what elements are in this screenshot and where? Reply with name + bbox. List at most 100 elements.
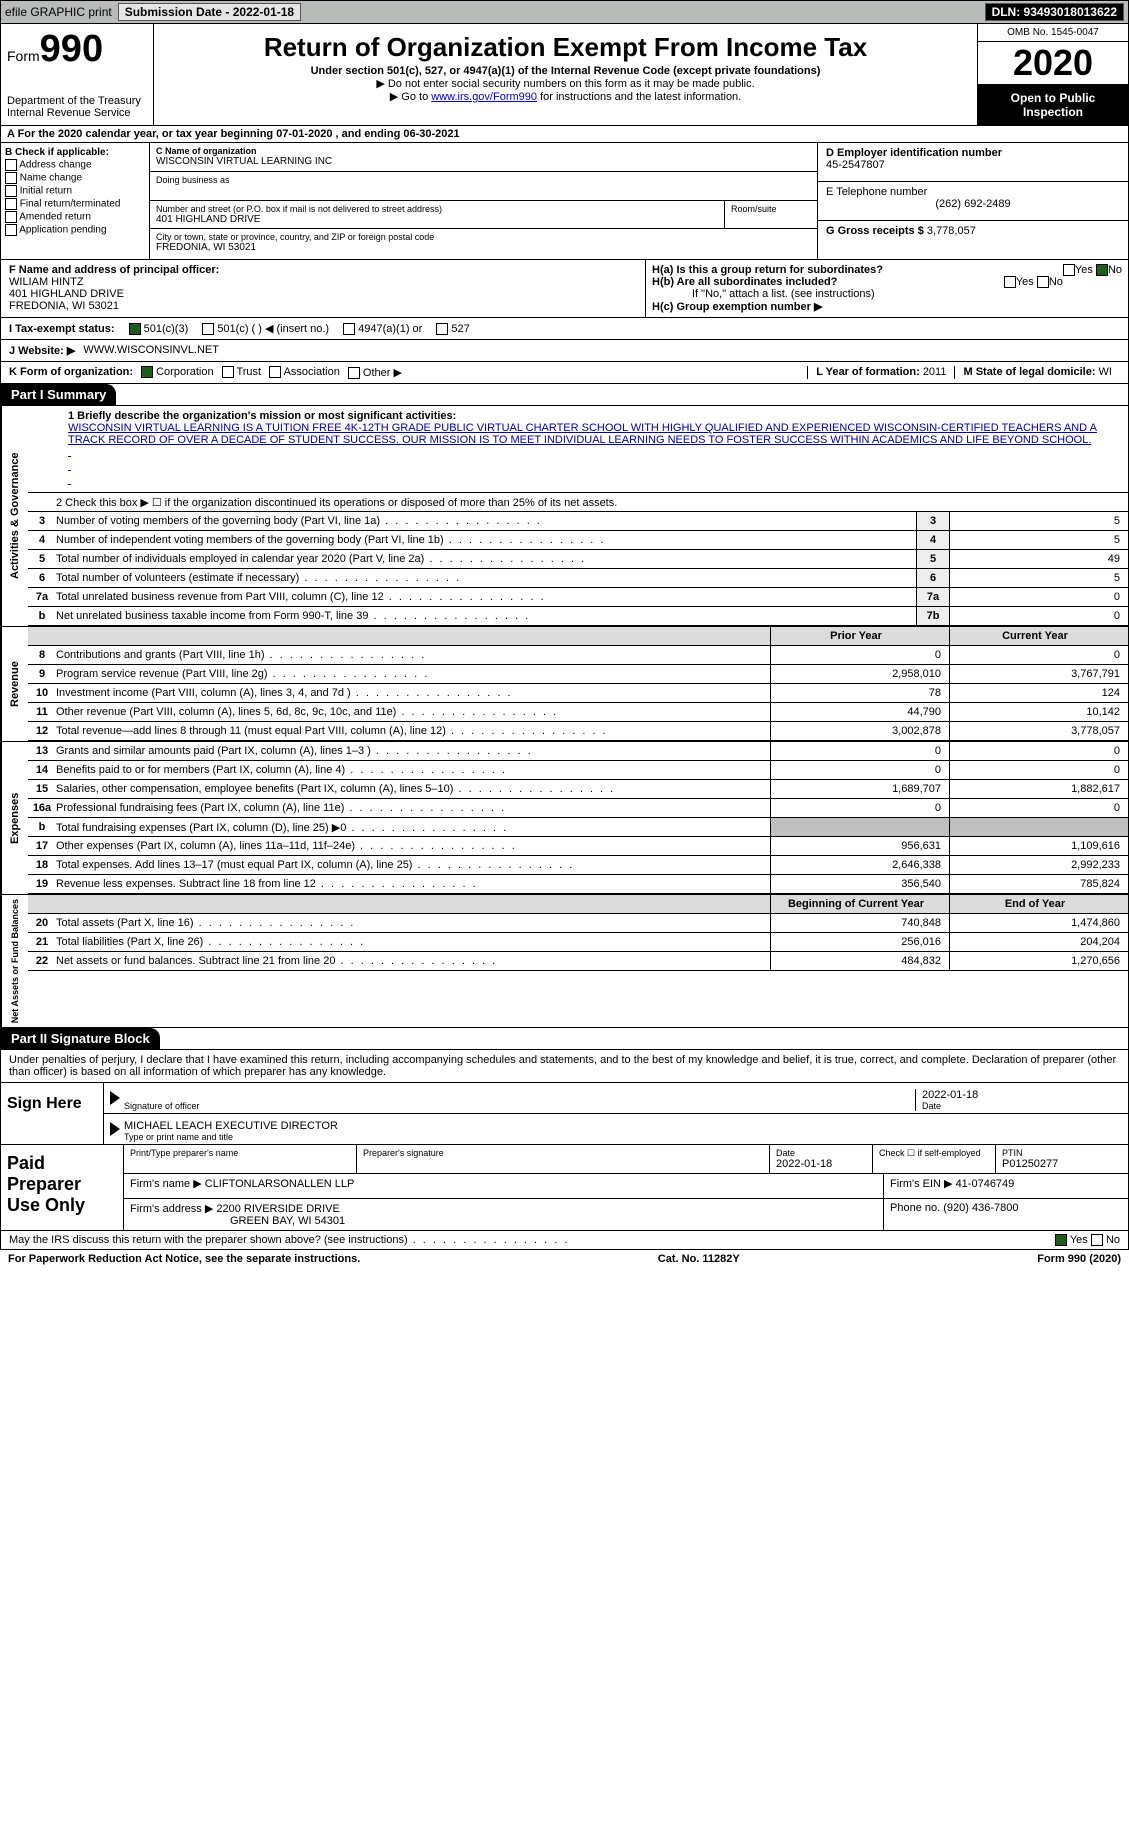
yes-label: Yes [1075, 264, 1093, 276]
cb-label: Application pending [19, 225, 106, 236]
line-no: 15 [28, 783, 56, 795]
summary-line: 17Other expenses (Part IX, column (A), l… [28, 837, 1128, 856]
line-text: Total liabilities (Part X, line 26) [56, 934, 770, 950]
prior-value: 2,646,338 [770, 856, 949, 874]
current-value: 204,204 [949, 933, 1128, 951]
firm-ein-label: Firm's EIN ▶ [890, 1178, 953, 1190]
line-no: 3 [28, 515, 56, 527]
line-value: 5 [949, 512, 1128, 530]
current-value: 3,778,057 [949, 722, 1128, 740]
instructions-link[interactable]: www.irs.gov/Form990 [431, 91, 537, 103]
cb-initial-return[interactable]: Initial return [5, 185, 145, 197]
hdr-prior: Prior Year [770, 627, 949, 645]
cb-other[interactable]: Other ▶ [348, 366, 402, 379]
vtab-expenses: Expenses [1, 742, 28, 894]
line-text: Professional fundraising fees (Part IX, … [56, 800, 770, 816]
line-no: 20 [28, 917, 56, 929]
summary-line: 16aProfessional fundraising fees (Part I… [28, 799, 1128, 818]
cb-label: Final return/terminated [20, 199, 121, 210]
current-value: 785,824 [949, 875, 1128, 893]
cb-final-return[interactable]: Final return/terminated [5, 198, 145, 210]
line-text: Total revenue—add lines 8 through 11 (mu… [56, 723, 770, 739]
line-text: Total unrelated business revenue from Pa… [56, 589, 916, 605]
prior-value: 484,832 [770, 952, 949, 970]
org-name-label: C Name of organization [156, 146, 811, 156]
discuss-no-cb[interactable] [1091, 1234, 1103, 1246]
phone-value: (262) 692-2489 [826, 198, 1120, 210]
summary-line: 20Total assets (Part X, line 16)740,8481… [28, 914, 1128, 933]
current-value: 1,474,860 [949, 914, 1128, 932]
perjury-declaration: Under penalties of perjury, I declare th… [1, 1050, 1128, 1082]
cb-amended-return[interactable]: Amended return [5, 211, 145, 223]
opt-label: 527 [451, 323, 469, 335]
signature-block: Under penalties of perjury, I declare th… [0, 1050, 1129, 1145]
line-no: b [28, 610, 56, 622]
line-1-label: 1 Briefly describe the organization's mi… [68, 410, 1098, 422]
col-b-checkboxes: B Check if applicable: Address change Na… [1, 143, 150, 259]
addr-value: 401 HIGHLAND DRIVE [156, 214, 718, 225]
hdr-beginning: Beginning of Current Year [770, 895, 949, 913]
cb-application-pending[interactable]: Application pending [5, 224, 145, 236]
cb-label: Amended return [19, 212, 91, 223]
line-text: Total fundraising expenses (Part IX, col… [56, 819, 770, 836]
cb-501c3[interactable]: 501(c)(3) [129, 323, 189, 335]
phone-label: E Telephone number [826, 186, 1120, 198]
line-no: 6 [28, 572, 56, 584]
form-number: 990 [40, 28, 103, 70]
blank-line [68, 474, 1098, 488]
cb-corporation[interactable]: Corporation [141, 366, 214, 379]
cb-name-change[interactable]: Name change [5, 172, 145, 184]
line-box: 4 [916, 531, 949, 549]
no-label: No [1108, 264, 1122, 276]
form-page: Form 990 (2020) [1037, 1253, 1121, 1265]
line-text: Total expenses. Add lines 13–17 (must eq… [56, 857, 770, 873]
prep-sig-hdr: Preparer's signature [357, 1145, 770, 1173]
org-name: WISCONSIN VIRTUAL LEARNING INC [156, 156, 811, 167]
current-value: 1,109,616 [949, 837, 1128, 855]
line-text: Net assets or fund balances. Subtract li… [56, 953, 770, 969]
opt-label: Trust [236, 366, 261, 378]
line-value: 49 [949, 550, 1128, 568]
cb-4947[interactable]: 4947(a)(1) or [343, 323, 422, 335]
triangle-icon [110, 1091, 120, 1105]
discuss-yes-cb[interactable] [1055, 1234, 1067, 1246]
col-f-officer: F Name and address of principal officer:… [1, 260, 646, 317]
line-no: 12 [28, 725, 56, 737]
prior-value: 78 [770, 684, 949, 702]
summary-line: 21Total liabilities (Part X, line 26)256… [28, 933, 1128, 952]
cb-address-change[interactable]: Address change [5, 159, 145, 171]
ptin-val: P01250277 [1002, 1158, 1122, 1170]
website-value: WWW.WISCONSINVL.NET [83, 344, 219, 357]
cb-501c[interactable]: 501(c) ( ) ◀ (insert no.) [202, 322, 329, 335]
firm-addr1: 2200 RIVERSIDE DRIVE [216, 1203, 340, 1215]
cat-no: Cat. No. 11282Y [658, 1253, 740, 1265]
l-label: L Year of formation: [816, 366, 923, 378]
triangle-icon [110, 1122, 120, 1136]
efile-label: efile GRAPHIC print [5, 5, 112, 19]
cb-association[interactable]: Association [269, 366, 340, 379]
prior-value: 356,540 [770, 875, 949, 893]
firm-phone-label: Phone no. [890, 1202, 940, 1214]
officer-addr2: FREDONIA, WI 53021 [9, 300, 637, 312]
prior-value: 1,689,707 [770, 780, 949, 798]
firm-addr-label: Firm's address ▶ [130, 1203, 213, 1215]
line-text: Contributions and grants (Part VIII, lin… [56, 647, 770, 663]
sig-date: 2022-01-18 [922, 1089, 1122, 1101]
date-label: Date [922, 1101, 1122, 1111]
k-label: K Form of organization: [9, 366, 133, 379]
line-text: Other revenue (Part VIII, column (A), li… [56, 704, 770, 720]
prep-date-val: 2022-01-18 [776, 1158, 866, 1170]
prior-value: 44,790 [770, 703, 949, 721]
cb-label: Address change [19, 160, 91, 171]
i-label: I Tax-exempt status: [9, 323, 115, 335]
ein-value: 45-2547807 [826, 159, 1120, 171]
cb-527[interactable]: 527 [436, 323, 469, 335]
hc-label: H(c) Group exemption number ▶ [652, 300, 1122, 313]
firm-ein: 41-0746749 [956, 1178, 1015, 1190]
form-word: Form [7, 48, 40, 64]
submission-date-button[interactable]: Submission Date - 2022-01-18 [118, 3, 301, 21]
firm-name-label: Firm's name ▶ [130, 1178, 202, 1190]
dln-button[interactable]: DLN: 93493018013622 [985, 3, 1124, 21]
yes-label: Yes [1070, 1234, 1088, 1246]
cb-trust[interactable]: Trust [222, 366, 262, 379]
